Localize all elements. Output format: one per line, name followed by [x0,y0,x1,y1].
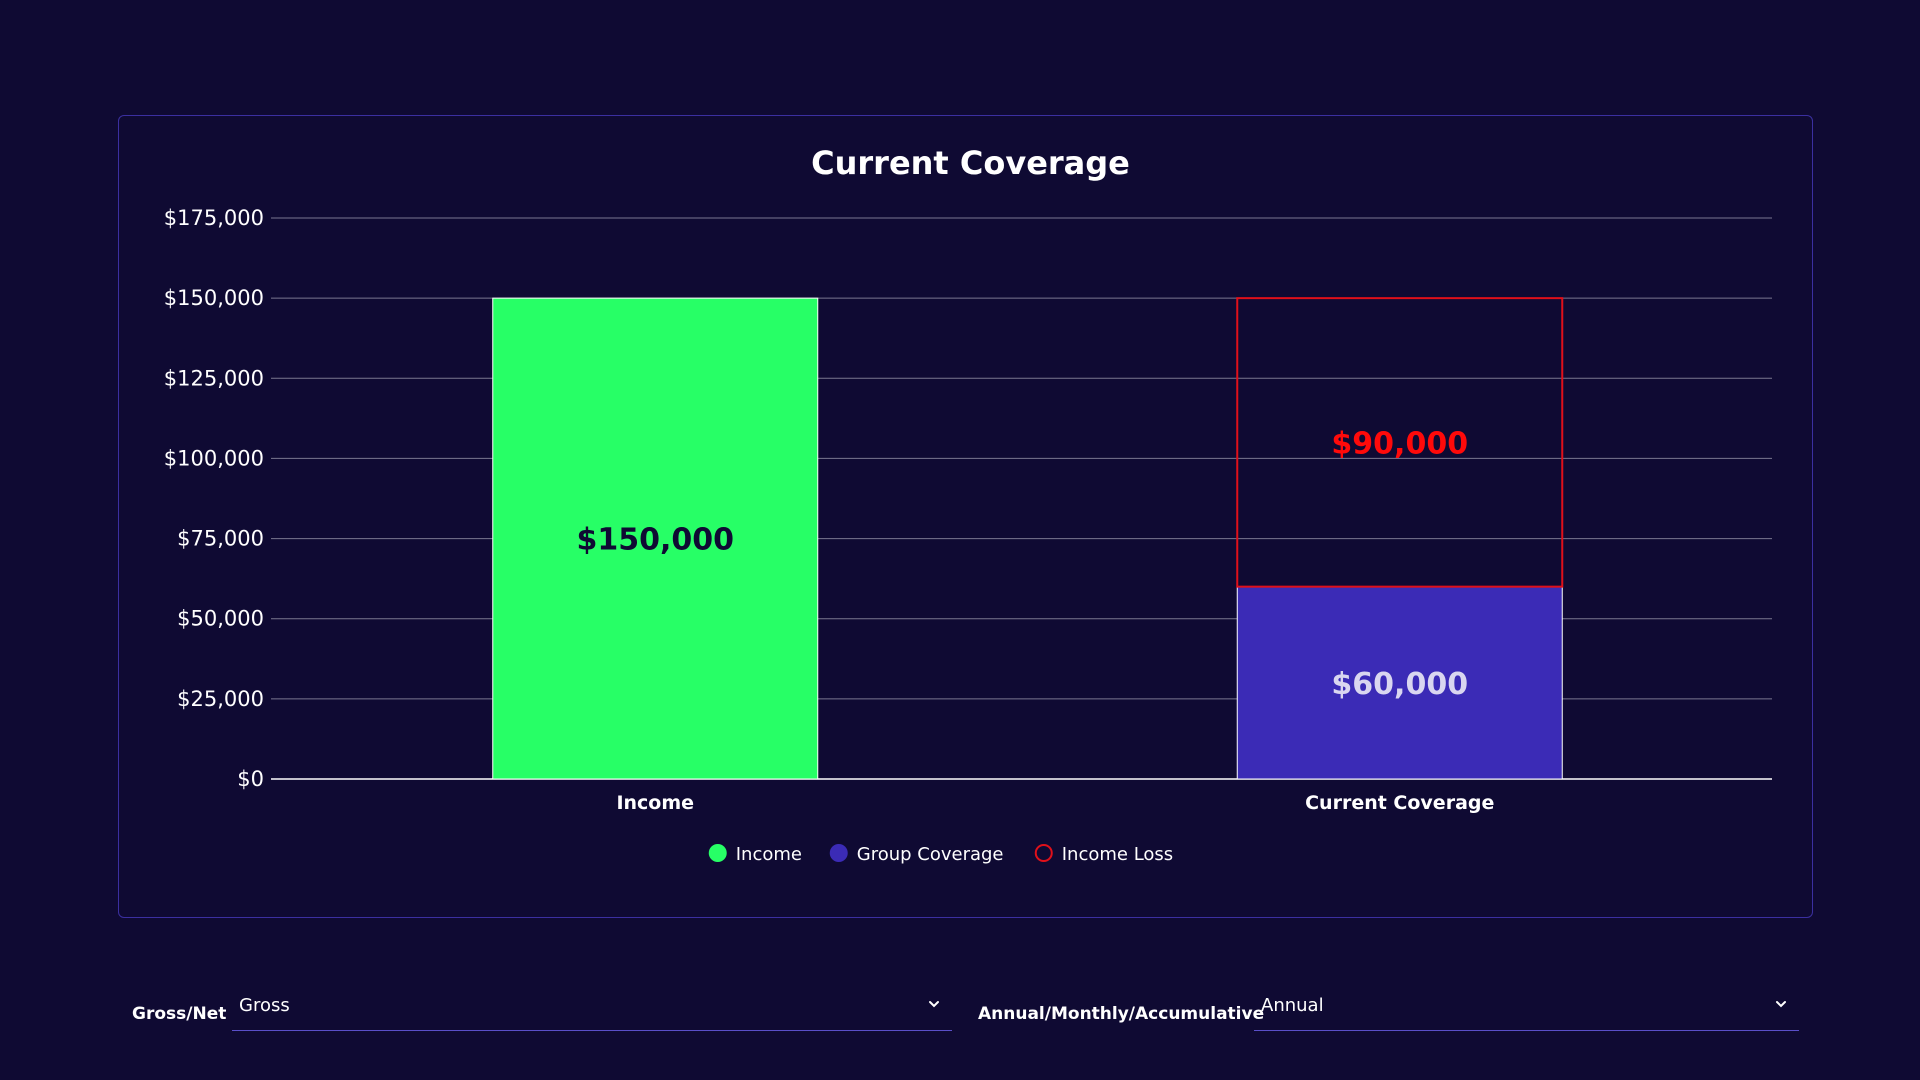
period-value: Annual [1261,995,1324,1016]
gross-net-select[interactable]: Gross [232,985,952,1031]
legend-marker [708,844,727,862]
gross-net-label: Gross/Net [132,1004,227,1024]
y-tick-label: $100,000 [164,446,264,470]
legend-marker [829,844,848,862]
chevron-down-icon [929,1001,939,1008]
y-tick-label: $125,000 [164,366,264,390]
x-tick-label: Income [616,792,694,814]
legend-label: Income [736,844,802,865]
period-label: Annual/Monthly/Accumulative [978,1004,1265,1024]
controls-bar: Gross/Net Gross Annual/Monthly/Accumulat… [0,985,1920,1035]
gross-net-value: Gross [239,995,290,1016]
period-select[interactable]: Annual [1254,985,1799,1031]
x-tick-label: Current Coverage [1305,792,1494,814]
y-tick-label: $25,000 [177,687,264,711]
bar-value-label: $90,000 [1331,426,1468,461]
legend-label: Income Loss [1062,844,1173,865]
bar-segment-income-loss [1236,297,1564,588]
y-tick-label: $50,000 [177,607,264,631]
bar-value-label: $60,000 [1331,667,1468,702]
bar-value-label: $150,000 [576,523,734,558]
y-tick-label: $150,000 [164,286,264,310]
y-tick-label: $175,000 [164,206,264,230]
bar-segment-group-coverage [1236,586,1563,780]
legend-label: Group Coverage [857,844,1004,865]
coverage-chart: Current Coverage $0 $25,000 $50,000 $75,000 $… [164,144,1772,865]
y-tick-label: $0 [237,767,264,791]
chart-title: Current Coverage [811,144,1130,182]
y-tick-label: $75,000 [177,527,264,551]
chevron-down-icon [1776,1001,1786,1008]
legend-marker [1034,844,1053,862]
bar-segment-income [492,297,819,780]
chart-panel: Current Coverage $0 $25,000 $50,000 $75,000 $… [118,115,1813,918]
